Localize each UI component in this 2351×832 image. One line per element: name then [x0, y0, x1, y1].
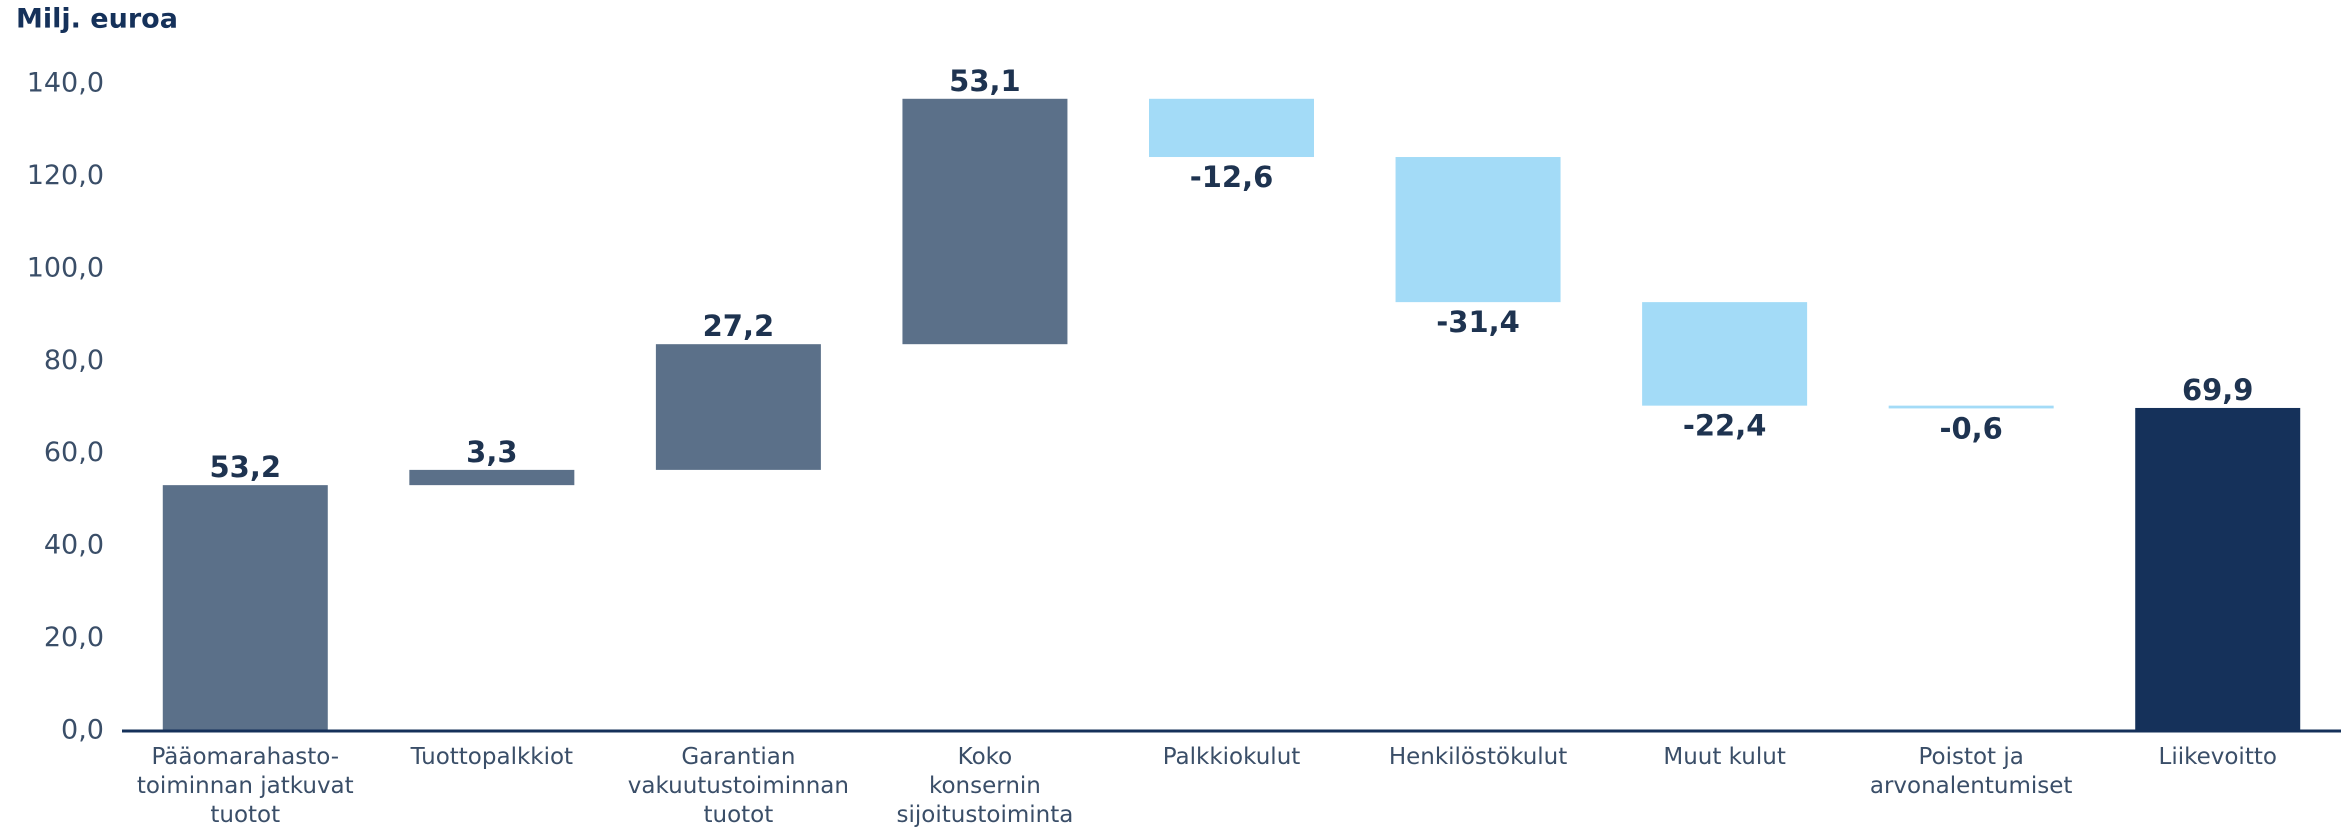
y-tick-label: 140,0 [27, 68, 104, 99]
bar [1888, 405, 2054, 409]
bar [409, 469, 575, 486]
bar [655, 344, 821, 470]
y-tick-label: 40,0 [44, 530, 104, 561]
value-label: 53,2 [209, 450, 281, 484]
value-label: 3,3 [466, 435, 517, 469]
x-tick-label: Poistot ja arvonalentumiset [1869, 744, 2073, 799]
x-tick-label: Pääomarahasto- toiminnan jatkuvat tuotot [136, 744, 354, 828]
value-label: -0,6 [1939, 411, 2002, 445]
y-tick-label: 20,0 [44, 622, 104, 653]
y-tick-label: 60,0 [44, 437, 104, 468]
value-label: -31,4 [1436, 305, 1520, 339]
x-tick-label: Garantian vakuutustoiminnan tuotot [627, 744, 849, 828]
value-label: 53,1 [949, 64, 1021, 98]
bar [2135, 407, 2301, 731]
bar [902, 98, 1068, 345]
y-tick-label: 0,0 [61, 715, 104, 746]
y-tick-label: 100,0 [27, 252, 104, 283]
x-tick-label: Tuottopalkkiot [410, 744, 574, 770]
bar [1642, 302, 1808, 406]
bar [1149, 98, 1314, 158]
bar [1395, 157, 1561, 303]
x-tick-label: Muut kulut [1663, 744, 1786, 770]
x-tick-label: Palkkiokulut [1162, 744, 1301, 770]
value-label: 27,2 [703, 309, 775, 343]
value-label: -22,4 [1683, 409, 1767, 443]
chart-title: Milj. euroa [16, 4, 178, 35]
y-tick-label: 120,0 [27, 160, 104, 191]
y-tick-label: 80,0 [44, 345, 104, 376]
x-tick-label: Liikevoitto [2158, 744, 2277, 770]
x-tick-label: Koko konsernin sijoitustoiminta [896, 744, 1074, 828]
value-label: -12,6 [1190, 160, 1274, 194]
x-tick-label: Henkilöstökulut [1388, 744, 1568, 770]
value-label: 69,9 [2182, 373, 2254, 407]
bar [162, 485, 328, 731]
